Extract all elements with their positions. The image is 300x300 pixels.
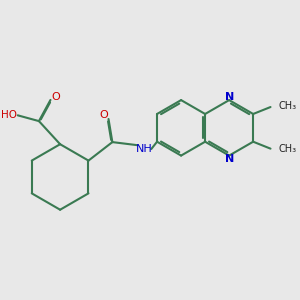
Text: N: N [224,154,234,164]
Text: N: N [224,92,234,102]
Text: O: O [100,110,108,120]
Text: CH₃: CH₃ [278,144,296,154]
Text: NH: NH [136,144,153,154]
Text: HO: HO [1,110,17,120]
Text: O: O [51,92,60,102]
Text: CH₃: CH₃ [278,101,296,111]
